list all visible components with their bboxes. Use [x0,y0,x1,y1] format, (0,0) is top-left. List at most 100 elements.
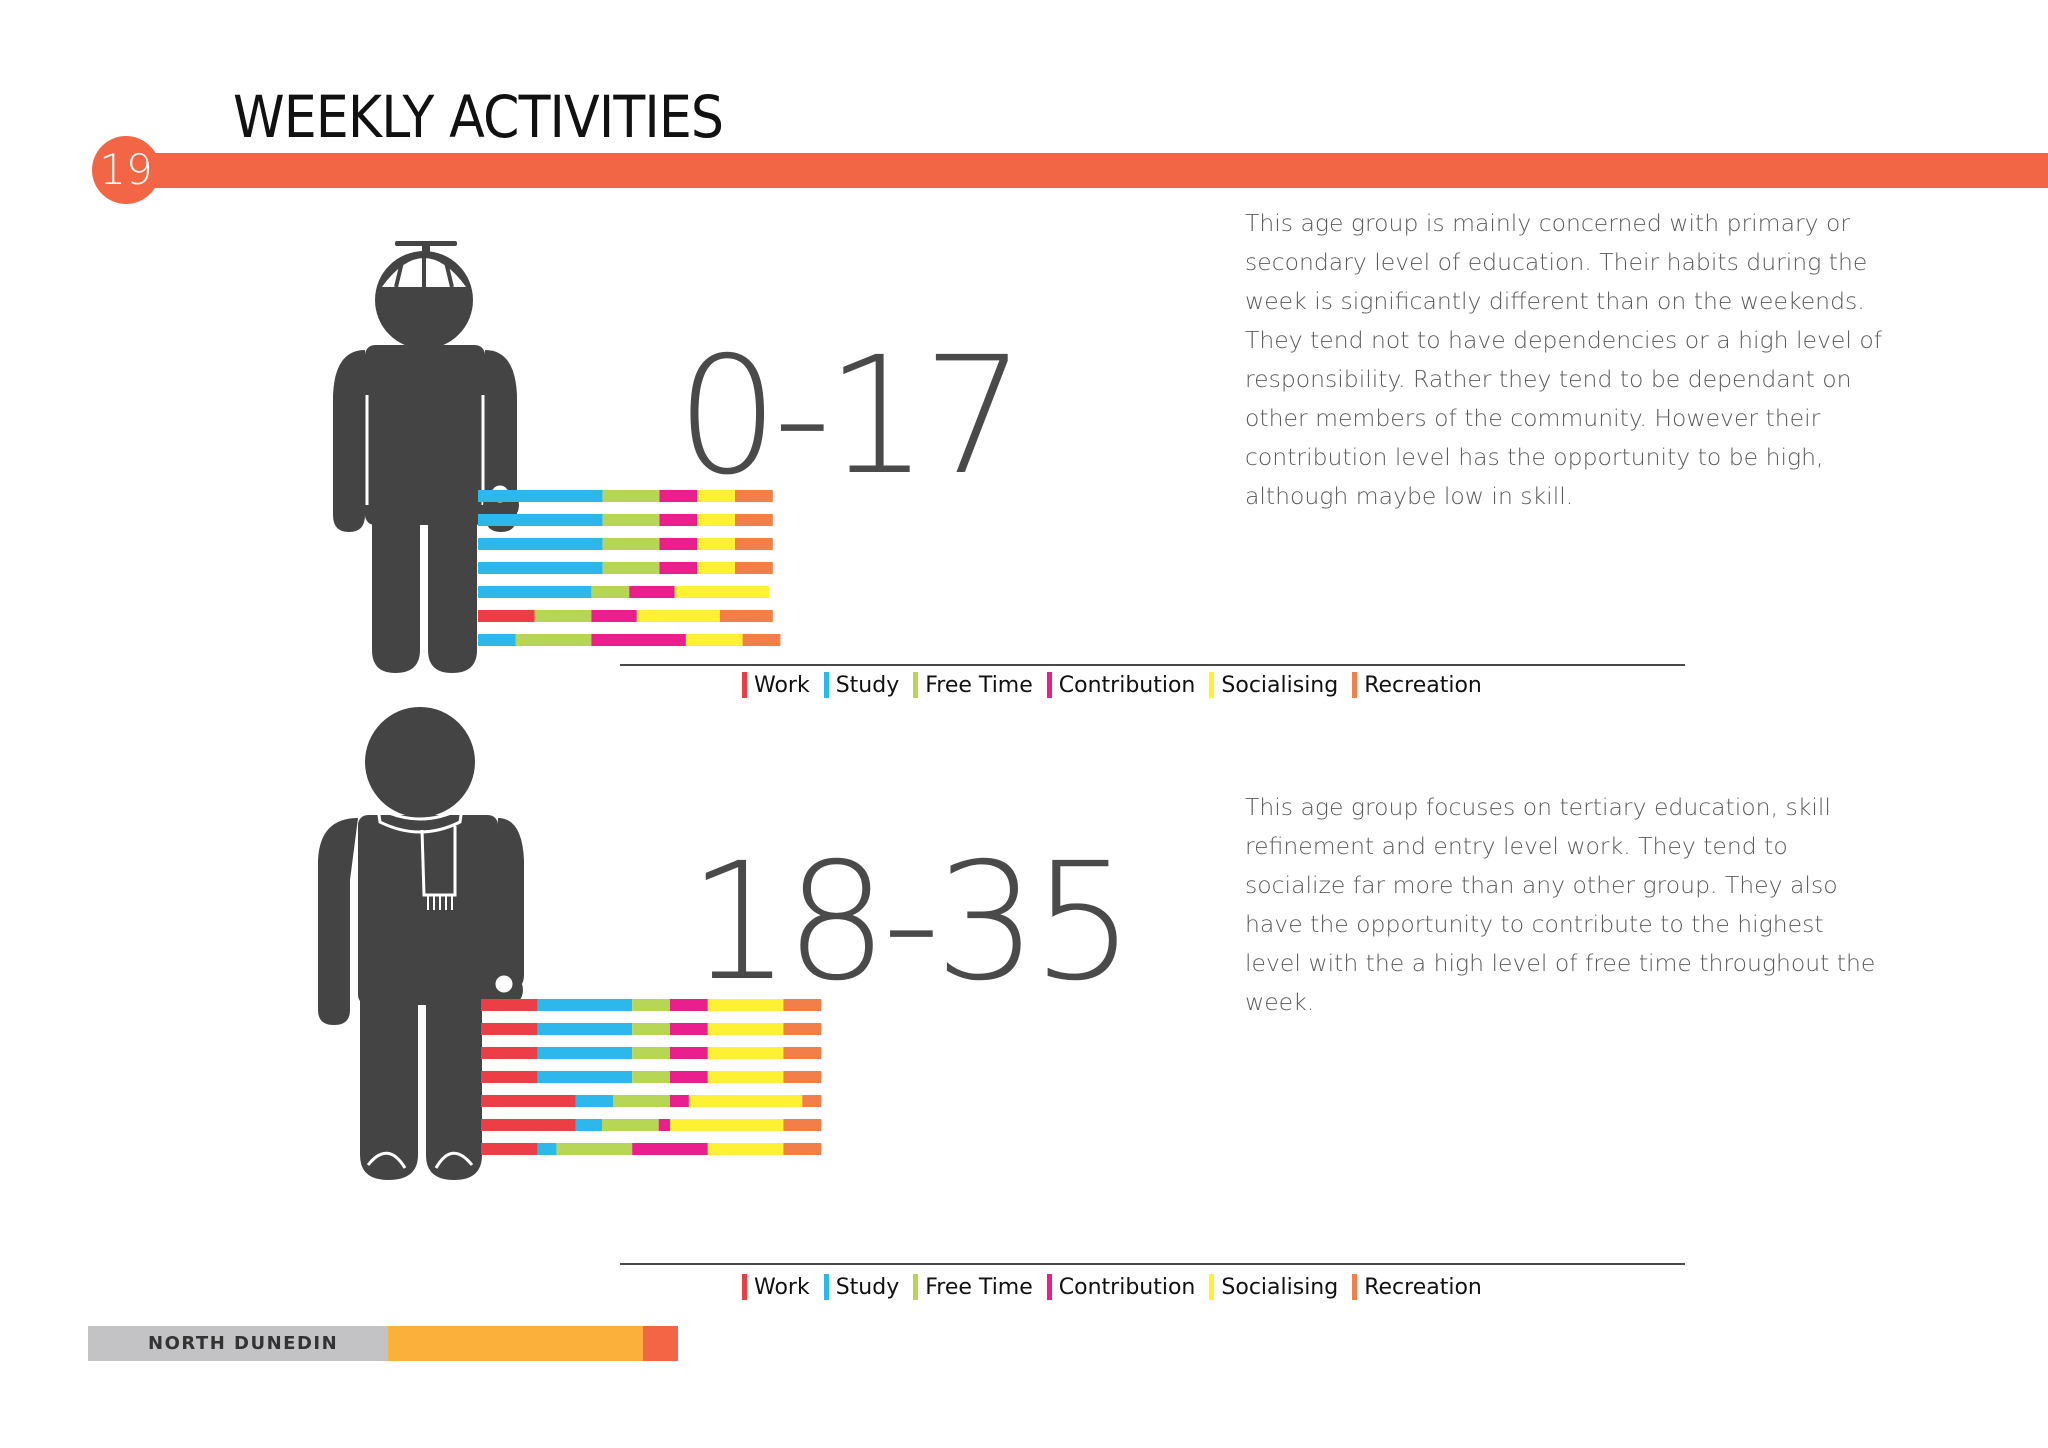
legend-2: Work Study Free Time Contribution Socialisin… [742,1274,1482,1300]
legend-label: Contribution [1058,672,1196,698]
bar-segment-contribution [591,634,686,646]
bar-segment-socialising [688,1095,803,1107]
legend-item-socialising: Socialising [1209,672,1338,698]
section-2-divider [620,1263,1685,1265]
header-band [120,153,2048,188]
bar-segment-work [481,999,538,1011]
bar-segment-free-time [602,1119,659,1131]
bar-segment-socialising [707,1143,784,1155]
bar-segment-study [478,538,603,550]
age-label-0-17: 0-17 [676,323,1026,511]
bar-segment-study [478,634,516,646]
bar-segment-recreation [783,1071,822,1083]
legend-label: Work [754,672,810,698]
bar-segment-study [575,1095,614,1107]
legend-label: Recreation [1364,1274,1482,1300]
legend-item-socialising: Socialising [1209,1274,1338,1300]
legend-item-study: Study [823,672,900,698]
legend-swatch [913,1274,919,1300]
bar-segment-socialising [697,490,735,502]
bar-segment-work [481,1071,538,1083]
bar-segment-contribution [670,1023,708,1035]
child-left-leg [372,520,420,673]
bar-segment-recreation [742,634,781,646]
bar-segment-work [481,1143,538,1155]
legend-swatch [742,672,747,698]
bar-segment-free-time [602,562,660,574]
bar-segment-study [537,1071,633,1083]
bar-segment-contribution [659,490,698,502]
child-left-arm [333,350,365,532]
section-1-divider [620,664,1685,666]
bar-segment-recreation [783,1143,822,1155]
legend-label: Contribution [1058,1274,1196,1300]
bar-segment-free-time [556,1143,633,1155]
bar-segment-contribution [658,1119,670,1131]
bar-segment-contribution [670,1047,708,1059]
legend-swatch [823,672,829,698]
bar-segment-free-time [534,610,592,622]
bar-segment-study [575,1119,602,1131]
bar-segment-contribution [670,999,708,1011]
child-right-leg [428,520,477,673]
legend-swatch [742,1274,747,1300]
bar-segment-contribution [670,1071,708,1083]
legend-item-recreation: Recreation [1352,672,1482,698]
age-label-18-35: 18-35 [688,829,1135,1017]
bar-segment-socialising [707,1023,784,1035]
legend-swatch [1352,1274,1358,1300]
legend-swatch [823,1274,829,1300]
legend-swatch [1209,672,1215,698]
legend-swatch [913,672,919,698]
chart-0-bars [478,490,781,646]
bar-segment-free-time [515,634,592,646]
bar-segment-contribution [591,610,637,622]
legend-item-contribution: Contribution [1046,1274,1196,1300]
bar-segment-work [481,1047,538,1059]
legend-label: Study [835,1274,900,1300]
bar-segment-free-time [632,999,670,1011]
bar-segment-free-time [591,586,630,598]
bar-segment-study [537,1143,557,1155]
legend-label: Socialising [1221,1274,1339,1300]
legend-item-work: Work [742,672,810,698]
legend-label: Study [835,672,900,698]
legend-item-contribution: Contribution [1046,672,1196,698]
legend-label: Recreation [1364,672,1482,698]
bar-segment-contribution [629,586,675,598]
bar-segment-recreation [735,514,773,526]
bar-segment-free-time [632,1047,670,1059]
footer-yellow-band [388,1326,643,1361]
bar-segment-recreation [735,490,773,502]
legend-label: Socialising [1221,672,1339,698]
footer-orange-band [643,1326,678,1361]
bar-segment-socialising [707,999,784,1011]
page-number: 19 [92,136,160,204]
legend-swatch [1352,672,1358,698]
bar-segment-contribution [670,1095,689,1107]
bar-segment-recreation [719,610,773,622]
legend-item-work: Work [742,1274,810,1300]
adult-scarf-icon [318,707,524,1180]
bar-segment-free-time [613,1095,670,1107]
adult-hand-ring [492,972,516,996]
bar-segment-recreation [783,1047,822,1059]
footer-grey-band [88,1326,388,1361]
bar-segment-study [478,586,592,598]
legend-swatch [1209,1274,1215,1300]
adult-head [365,707,475,817]
adult-right-leg [426,1000,482,1180]
bar-segment-socialising [697,562,735,574]
bar-segment-study [478,514,603,526]
bar-segment-study [537,1047,633,1059]
bar-segment-recreation [783,1119,822,1131]
bar-segment-socialising [697,538,735,550]
legend-label: Work [754,1274,810,1300]
bar-segment-free-time [632,1071,670,1083]
bar-segment-socialising [707,1071,784,1083]
legend-swatch [1046,1274,1052,1300]
bar-segment-recreation [802,1095,822,1107]
adult-left-arm [318,818,358,1025]
adult-left-leg [360,1000,418,1180]
